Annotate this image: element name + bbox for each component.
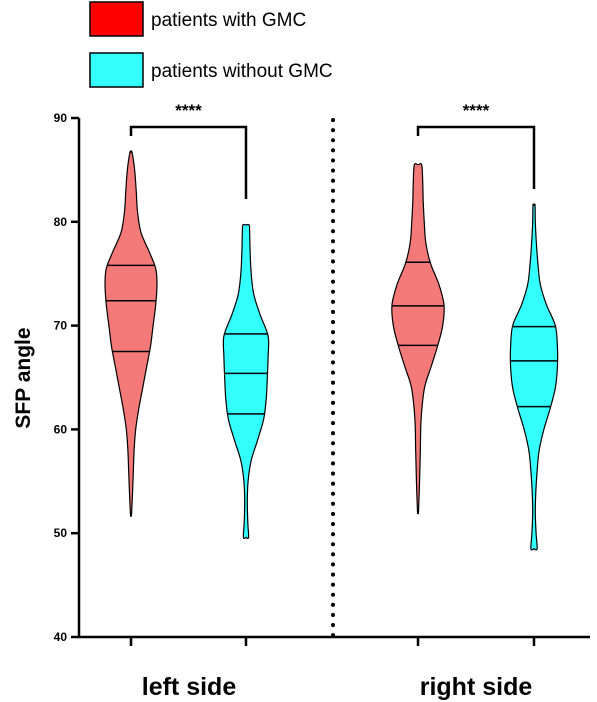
significance-label: **** <box>175 101 202 120</box>
y-tick-label: 50 <box>54 526 68 540</box>
x-axis: left side right side <box>79 635 590 701</box>
y-tick-label: 80 <box>54 215 68 229</box>
significance-label: **** <box>463 101 490 120</box>
violin-2 <box>222 223 270 540</box>
violin-3 <box>391 162 445 515</box>
y-tick-label: 70 <box>54 319 68 333</box>
violins <box>104 150 559 551</box>
significance-bracket <box>129 125 248 199</box>
legend: patients with GMC patients without GMC <box>89 1 333 88</box>
y-tick-label: 60 <box>54 422 68 436</box>
y-axis-label: SFP angle <box>12 327 35 428</box>
violin-1 <box>104 150 158 517</box>
legend-label-with-gmc: patients with GMC <box>151 10 306 31</box>
significance-brackets: **** **** <box>129 101 536 199</box>
legend-swatch-without-gmc <box>89 52 144 88</box>
x-category-label: right side <box>420 673 533 701</box>
y-tick-label: 40 <box>54 630 68 644</box>
violin-4 <box>509 203 559 551</box>
legend-swatch-with-gmc <box>89 1 144 37</box>
x-category-label: left side <box>142 673 237 701</box>
y-tick-label: 90 <box>54 111 68 125</box>
significance-bracket <box>416 125 536 189</box>
y-axis: 40 50 60 70 80 90 <box>54 111 81 644</box>
legend-label-without-gmc: patients without GMC <box>151 61 333 82</box>
